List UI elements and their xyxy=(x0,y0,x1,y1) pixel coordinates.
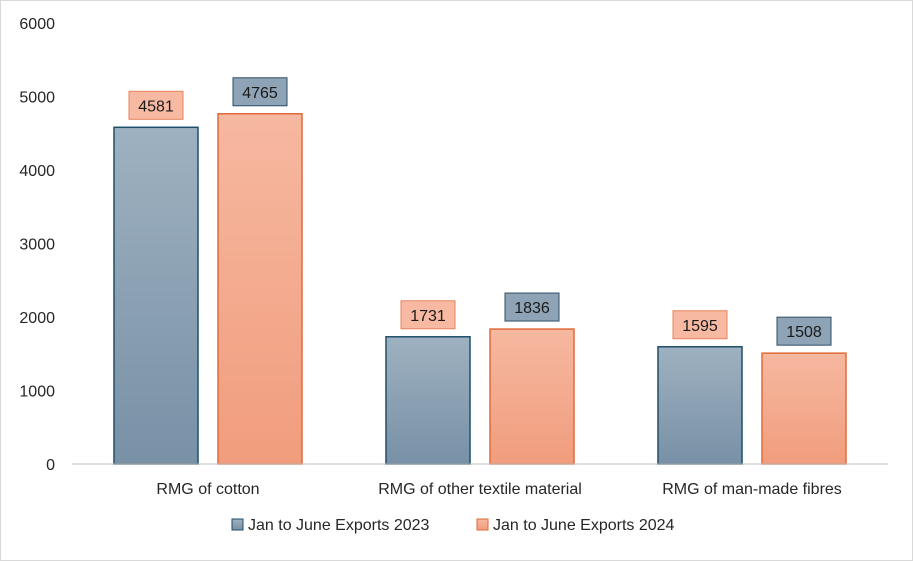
bar xyxy=(657,346,743,465)
legend-swatch xyxy=(476,518,489,531)
data-label-box xyxy=(400,300,456,330)
y-axis: 0 1000 2000 3000 4000 5000 6000 xyxy=(19,16,55,474)
x-axis: RMG of cotton RMG of other textile materi… xyxy=(156,481,841,498)
legend-label: Jan to June Exports 2023 xyxy=(248,517,430,534)
x-tick-label: RMG of cotton xyxy=(156,481,259,498)
data-label: 1508 xyxy=(786,324,822,341)
data-label: 1731 xyxy=(410,308,446,325)
legend: Jan to June Exports 2023 Jan to June Expo… xyxy=(231,517,675,534)
y-tick-label: 4000 xyxy=(19,163,55,180)
data-label-box xyxy=(672,310,728,340)
data-label: 4765 xyxy=(242,85,278,102)
y-tick-label: 5000 xyxy=(19,90,55,107)
x-tick-label: RMG of man-made fibres xyxy=(662,481,842,498)
data-label-box xyxy=(504,292,560,322)
bar xyxy=(761,352,847,465)
data-label-box xyxy=(128,90,184,120)
legend-swatch xyxy=(231,518,244,531)
x-tick-label: RMG of other textile material xyxy=(378,481,582,498)
bar xyxy=(385,336,471,465)
legend-label: Jan to June Exports 2024 xyxy=(493,517,675,534)
y-tick-label: 1000 xyxy=(19,384,55,401)
y-tick-label: 0 xyxy=(46,457,55,474)
data-label: 1836 xyxy=(514,300,550,317)
bars xyxy=(113,113,847,465)
y-tick-label: 3000 xyxy=(19,237,55,254)
bar xyxy=(489,328,575,465)
data-label: 1595 xyxy=(682,318,718,335)
y-tick-label: 6000 xyxy=(19,16,55,33)
bar xyxy=(113,126,199,465)
bar xyxy=(217,113,303,465)
data-label-box xyxy=(232,77,288,107)
data-label: 4581 xyxy=(138,98,174,115)
data-label-box xyxy=(776,316,832,346)
y-tick-label: 2000 xyxy=(19,310,55,327)
data-labels: 4581 4765 1731 1836 1595 1508 xyxy=(128,77,832,346)
